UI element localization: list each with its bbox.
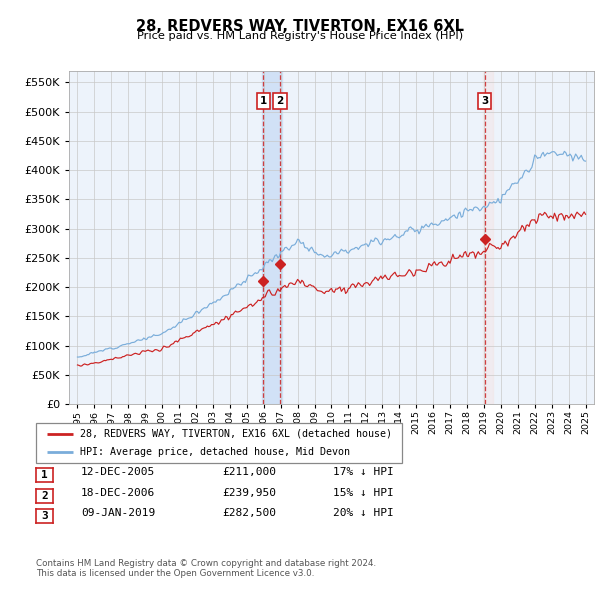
Text: 1: 1	[259, 96, 267, 106]
Text: £211,000: £211,000	[222, 467, 276, 477]
Bar	[262, 71, 282, 404]
Text: This data is licensed under the Open Government Licence v3.0.: This data is licensed under the Open Gov…	[36, 569, 314, 578]
Text: 09-JAN-2019: 09-JAN-2019	[81, 509, 155, 518]
Text: 28, REDVERS WAY, TIVERTON, EX16 6XL (detached house): 28, REDVERS WAY, TIVERTON, EX16 6XL (det…	[80, 429, 392, 439]
Text: Price paid vs. HM Land Registry's House Price Index (HPI): Price paid vs. HM Land Registry's House …	[137, 31, 463, 41]
Text: 1: 1	[41, 470, 48, 480]
Text: 15% ↓ HPI: 15% ↓ HPI	[333, 488, 394, 497]
Text: 3: 3	[481, 96, 488, 106]
Text: 20% ↓ HPI: 20% ↓ HPI	[333, 509, 394, 518]
Text: 12-DEC-2005: 12-DEC-2005	[81, 467, 155, 477]
Text: HPI: Average price, detached house, Mid Devon: HPI: Average price, detached house, Mid …	[80, 447, 350, 457]
Text: 18-DEC-2006: 18-DEC-2006	[81, 488, 155, 497]
Text: 3: 3	[41, 512, 48, 521]
Text: £239,950: £239,950	[222, 488, 276, 497]
FancyBboxPatch shape	[36, 423, 402, 463]
Bar	[483, 71, 493, 404]
Text: 17% ↓ HPI: 17% ↓ HPI	[333, 467, 394, 477]
Text: 2: 2	[41, 491, 48, 500]
Text: Contains HM Land Registry data © Crown copyright and database right 2024.: Contains HM Land Registry data © Crown c…	[36, 559, 376, 568]
Text: £282,500: £282,500	[222, 509, 276, 518]
Text: 2: 2	[277, 96, 284, 106]
Text: 28, REDVERS WAY, TIVERTON, EX16 6XL: 28, REDVERS WAY, TIVERTON, EX16 6XL	[136, 19, 464, 34]
